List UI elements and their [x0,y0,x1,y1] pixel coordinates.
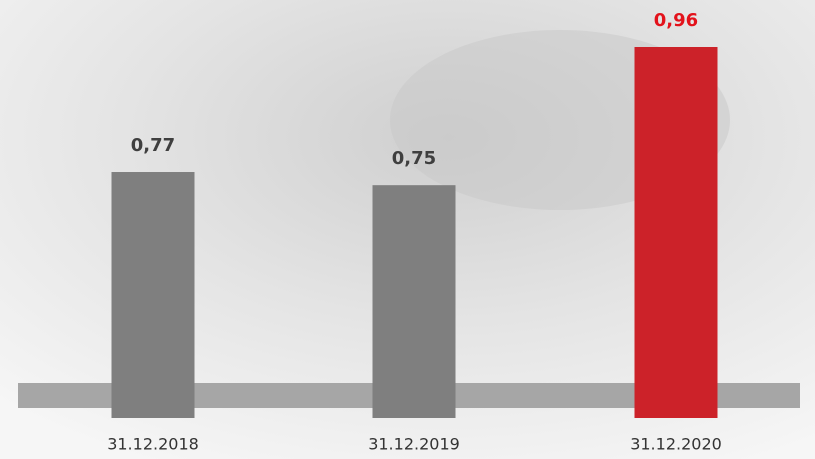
bar [373,185,456,418]
bar [635,47,718,418]
value-label: 0,77 [131,135,175,156]
value-label: 0,96 [654,10,698,31]
x-tick-label: 31.12.2018 [107,435,199,454]
bar [112,172,195,418]
value-label: 0,75 [392,148,436,169]
x-tick-label: 31.12.2020 [630,435,722,454]
page: {"chart_data": {"type": "bar", "categori… [0,0,815,459]
x-tick-label: 31.12.2019 [368,435,460,454]
chart: 0,77 31.12.2018 0,75 31.12.2019 0,96 31.12.20… [0,0,815,459]
